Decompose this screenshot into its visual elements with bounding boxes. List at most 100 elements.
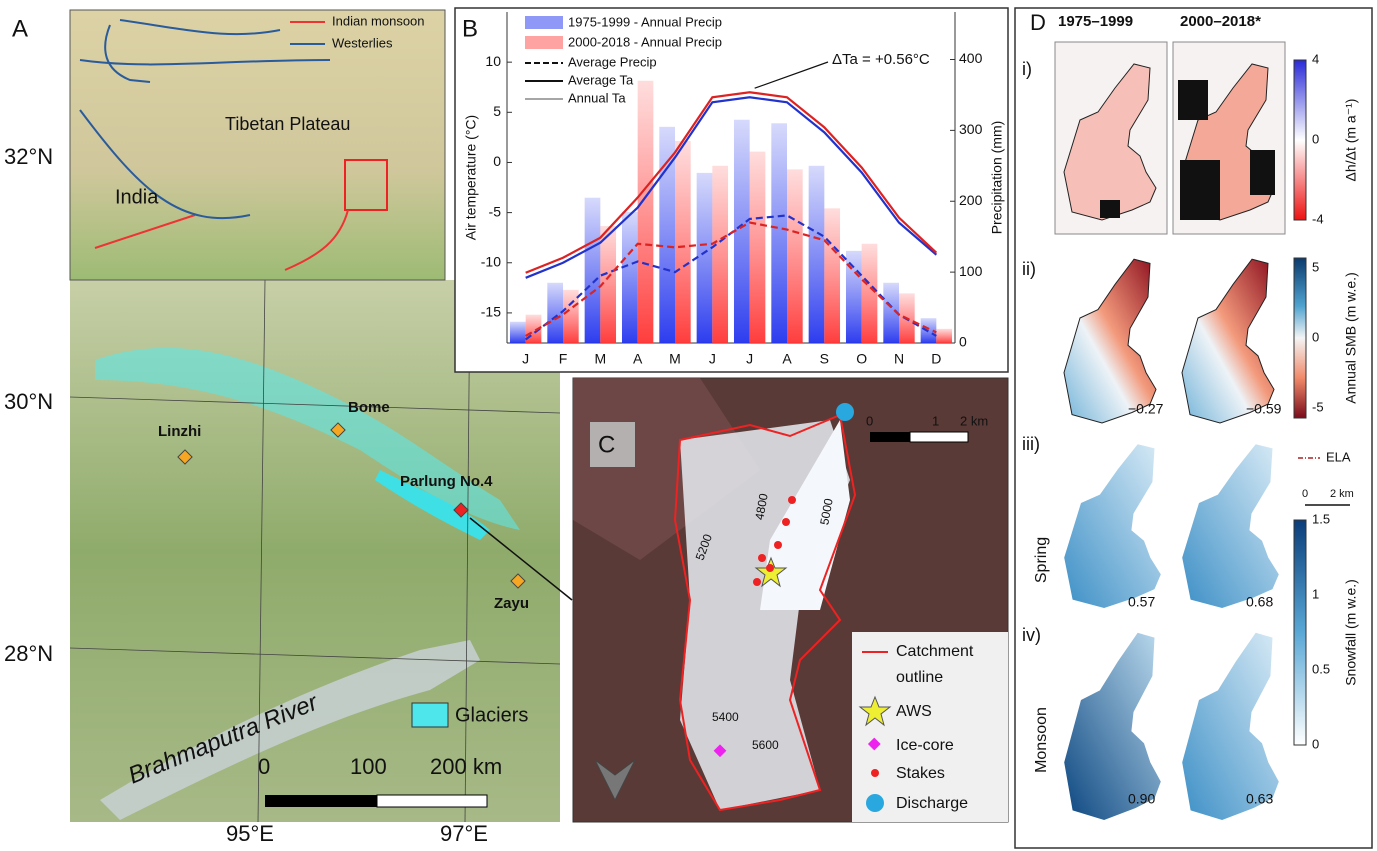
value-label: 0.90 [1128, 791, 1155, 807]
y2-tick-label: 0 [959, 334, 967, 350]
stakes [753, 496, 796, 586]
scale-label: 2 km [1330, 488, 1354, 500]
shape [1100, 200, 1120, 218]
legend-label: Annual Ta [568, 90, 626, 105]
row-label: ii) [1022, 259, 1036, 279]
legend-label: Glaciers [455, 704, 528, 726]
bar [659, 126, 675, 344]
y-tick-label: -15 [481, 304, 501, 320]
colorbar-tick: 1.5 [1312, 511, 1330, 526]
legend-swatch [525, 36, 563, 49]
value-label: 0.57 [1128, 594, 1155, 610]
ice-core [713, 744, 727, 758]
y2-tick-label: 400 [959, 50, 983, 66]
study-box [344, 159, 388, 211]
legend-c [852, 632, 1008, 822]
bar [861, 243, 878, 343]
x-tick-label: J [709, 351, 716, 367]
colorbar-tick: 5 [1312, 259, 1319, 274]
annotation-arrow [754, 61, 829, 89]
shape [774, 541, 782, 549]
lon-label: 97°E [440, 821, 488, 846]
shape [782, 518, 790, 526]
bar [563, 289, 579, 343]
value-label: −0.59 [1246, 401, 1282, 417]
x-tick-label: A [782, 351, 792, 367]
shape [94, 214, 196, 249]
lat-label: 30°N [4, 389, 53, 414]
place: Bome [348, 399, 390, 416]
x-tick-label: J [746, 351, 753, 367]
glaciers [95, 347, 520, 530]
y-tick-label: 0 [493, 153, 501, 169]
legend-label: Average Precip [568, 54, 657, 69]
shape [284, 209, 349, 271]
scale-label: 0 [258, 754, 270, 779]
shape [69, 647, 561, 665]
bar [547, 282, 563, 343]
lon-label: 95°E [226, 821, 274, 846]
scale-label: 1 [932, 413, 939, 428]
season-label: Monsoon [1033, 707, 1050, 773]
y-tick-label: -10 [481, 253, 501, 269]
y2-axis-title: Precipitation (mm) [989, 121, 1005, 235]
panel-b [454, 7, 1009, 373]
value-label: −0.27 [1128, 401, 1164, 417]
scale-bar [265, 795, 377, 807]
arrows [79, 19, 349, 271]
shape [788, 496, 796, 504]
line [525, 91, 938, 274]
legend-dot [871, 769, 879, 777]
y2-tick-label: 300 [959, 121, 983, 137]
scale-label: 0 [1302, 488, 1308, 500]
panel-label: D [1030, 10, 1046, 35]
bar [696, 172, 713, 343]
pointer [469, 517, 573, 601]
glacier-tongue [760, 420, 850, 610]
value-label: 0.68 [1246, 594, 1273, 610]
row-label: iv) [1022, 625, 1041, 645]
legend-label: outline [896, 669, 943, 686]
x-tick-label: N [894, 351, 904, 367]
lat-label: 32°N [4, 144, 53, 169]
labels: A Indian monsoon Westerlies Tibetan Plateau… [4, 10, 1359, 846]
season-label: Spring [1033, 537, 1050, 583]
legend-label: 1975-1999 - Annual Precip [568, 14, 722, 29]
bar [808, 165, 825, 343]
shape [453, 502, 469, 518]
row-label: iii) [1022, 434, 1040, 454]
catchment [673, 413, 857, 812]
shape [177, 449, 193, 465]
panel-label: A [12, 15, 28, 42]
places [177, 422, 526, 589]
x-tick-label: D [931, 351, 941, 367]
line [525, 96, 938, 279]
glaciers [375, 470, 490, 540]
bar [824, 208, 841, 343]
column-label: 2000–2018* [1180, 13, 1261, 30]
shape [69, 396, 561, 414]
x-tick-label: A [633, 351, 643, 367]
scale-label: 2 km [960, 413, 988, 428]
shape [1250, 150, 1275, 195]
bar [787, 169, 803, 343]
column-label: 1975–1999 [1058, 13, 1133, 30]
bar [936, 328, 953, 343]
shape [758, 554, 766, 562]
scale-bar [376, 794, 488, 808]
lat-label: 28°N [4, 641, 53, 666]
colorbar-tick: 4 [1312, 51, 1319, 66]
row-label: i) [1022, 59, 1032, 79]
colorbar-tick: -4 [1312, 211, 1324, 226]
legend-label: Average Ta [568, 72, 634, 87]
legend-label: Ice-core [896, 737, 954, 754]
label: India [115, 186, 159, 208]
bar [600, 226, 617, 343]
north-arrow [594, 759, 636, 802]
y2-tick-label: 200 [959, 192, 983, 208]
voids [1100, 80, 1275, 220]
x-tick-label: J [522, 351, 529, 367]
shape [104, 24, 151, 83]
